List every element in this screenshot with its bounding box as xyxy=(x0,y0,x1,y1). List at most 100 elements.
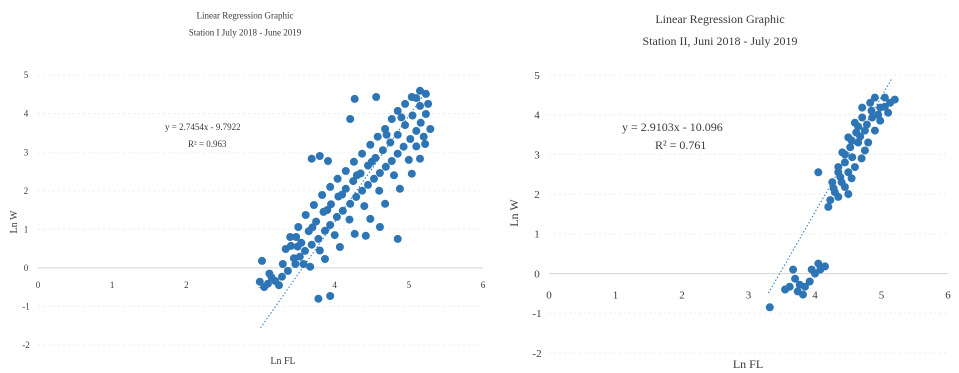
y-tick-label: 0 xyxy=(24,263,29,273)
x-tick-label: 2 xyxy=(184,280,189,290)
data-point xyxy=(829,184,838,193)
data-point xyxy=(361,231,370,240)
data-point xyxy=(837,178,846,187)
data-point xyxy=(426,125,435,133)
data-point xyxy=(382,130,391,139)
data-point xyxy=(416,154,424,163)
chart-title: Linear Regression Graphic xyxy=(196,10,294,21)
data-point xyxy=(824,202,833,211)
data-point xyxy=(862,120,871,129)
data-point xyxy=(286,233,295,241)
data-point xyxy=(408,111,417,120)
data-point xyxy=(393,149,402,158)
data-point xyxy=(421,89,430,98)
y-tick-label: 5 xyxy=(534,70,540,82)
data-point xyxy=(349,177,358,186)
data-point xyxy=(799,290,807,299)
data-point xyxy=(265,269,274,278)
data-point xyxy=(401,121,410,130)
data-point xyxy=(828,178,837,187)
data-point xyxy=(375,186,384,195)
x-axis-title: Ln FL xyxy=(732,357,764,371)
data-point xyxy=(840,150,849,159)
x-tick-label: 6 xyxy=(481,280,486,290)
data-point xyxy=(350,229,359,238)
y-tick-label: 2 xyxy=(534,189,540,201)
data-point xyxy=(406,135,415,143)
data-point xyxy=(293,242,302,251)
data-point xyxy=(345,215,354,224)
data-point xyxy=(424,99,433,108)
x-tick-label: 0 xyxy=(546,290,552,302)
data-point xyxy=(840,158,849,167)
data-point xyxy=(292,233,301,241)
data-point xyxy=(860,146,869,155)
data-point xyxy=(366,214,375,223)
data-point xyxy=(326,182,335,191)
data-point xyxy=(393,234,402,243)
y-tick-label: 5 xyxy=(24,70,29,80)
data-point xyxy=(421,110,430,118)
data-point xyxy=(814,168,823,177)
data-point xyxy=(350,94,359,103)
data-point xyxy=(416,101,424,110)
y-tick-label: 3 xyxy=(24,147,29,157)
data-point xyxy=(330,231,339,240)
data-point xyxy=(890,95,899,104)
data-point xyxy=(349,157,358,166)
data-point xyxy=(333,174,342,183)
data-point xyxy=(390,171,398,180)
y-tick-label: 1 xyxy=(534,229,540,241)
data-point xyxy=(373,132,382,141)
y-tick-label: 0 xyxy=(534,268,540,280)
data-point xyxy=(848,153,857,162)
data-point xyxy=(338,190,347,199)
data-point xyxy=(805,277,814,286)
data-point xyxy=(412,126,421,135)
data-point xyxy=(323,206,332,214)
data-point xyxy=(370,174,378,183)
data-point xyxy=(260,283,269,292)
data-point xyxy=(870,126,879,135)
y-tick-label: 1 xyxy=(24,224,29,234)
data-point xyxy=(866,98,875,107)
data-point xyxy=(412,142,421,151)
x-tick-label: 5 xyxy=(407,280,412,290)
data-point xyxy=(386,138,395,147)
data-point xyxy=(307,154,316,163)
data-point xyxy=(346,115,355,123)
y-tick-label: -2 xyxy=(22,340,30,350)
data-point xyxy=(399,142,408,151)
data-point xyxy=(289,254,298,263)
data-point xyxy=(393,106,402,115)
data-point xyxy=(275,281,283,290)
trendline-equation: y = 2.9103x - 10.096 xyxy=(622,120,723,134)
x-tick-label: 0 xyxy=(36,280,41,290)
data-point xyxy=(341,184,350,193)
data-point xyxy=(358,149,367,158)
x-tick-label: 1 xyxy=(613,290,619,302)
data-point xyxy=(314,234,323,243)
data-point xyxy=(789,265,798,274)
data-point xyxy=(255,277,264,286)
data-point xyxy=(868,113,877,122)
data-point xyxy=(258,256,266,265)
data-point xyxy=(834,192,843,201)
data-point xyxy=(301,211,310,219)
data-point xyxy=(387,157,396,165)
data-point xyxy=(326,221,335,229)
data-point xyxy=(858,113,867,122)
data-point xyxy=(765,303,774,312)
y-tick-label: 3 xyxy=(534,149,540,161)
data-point xyxy=(278,260,287,268)
y-axis-title: Ln W xyxy=(507,199,521,227)
y-tick-label: 4 xyxy=(534,110,540,122)
data-point xyxy=(375,223,384,231)
data-point xyxy=(864,138,873,147)
x-axis-title: Ln FL xyxy=(270,356,296,367)
y-tick-label: -1 xyxy=(532,308,541,320)
data-point xyxy=(826,196,835,205)
data-point xyxy=(387,115,396,123)
data-point xyxy=(834,168,843,177)
